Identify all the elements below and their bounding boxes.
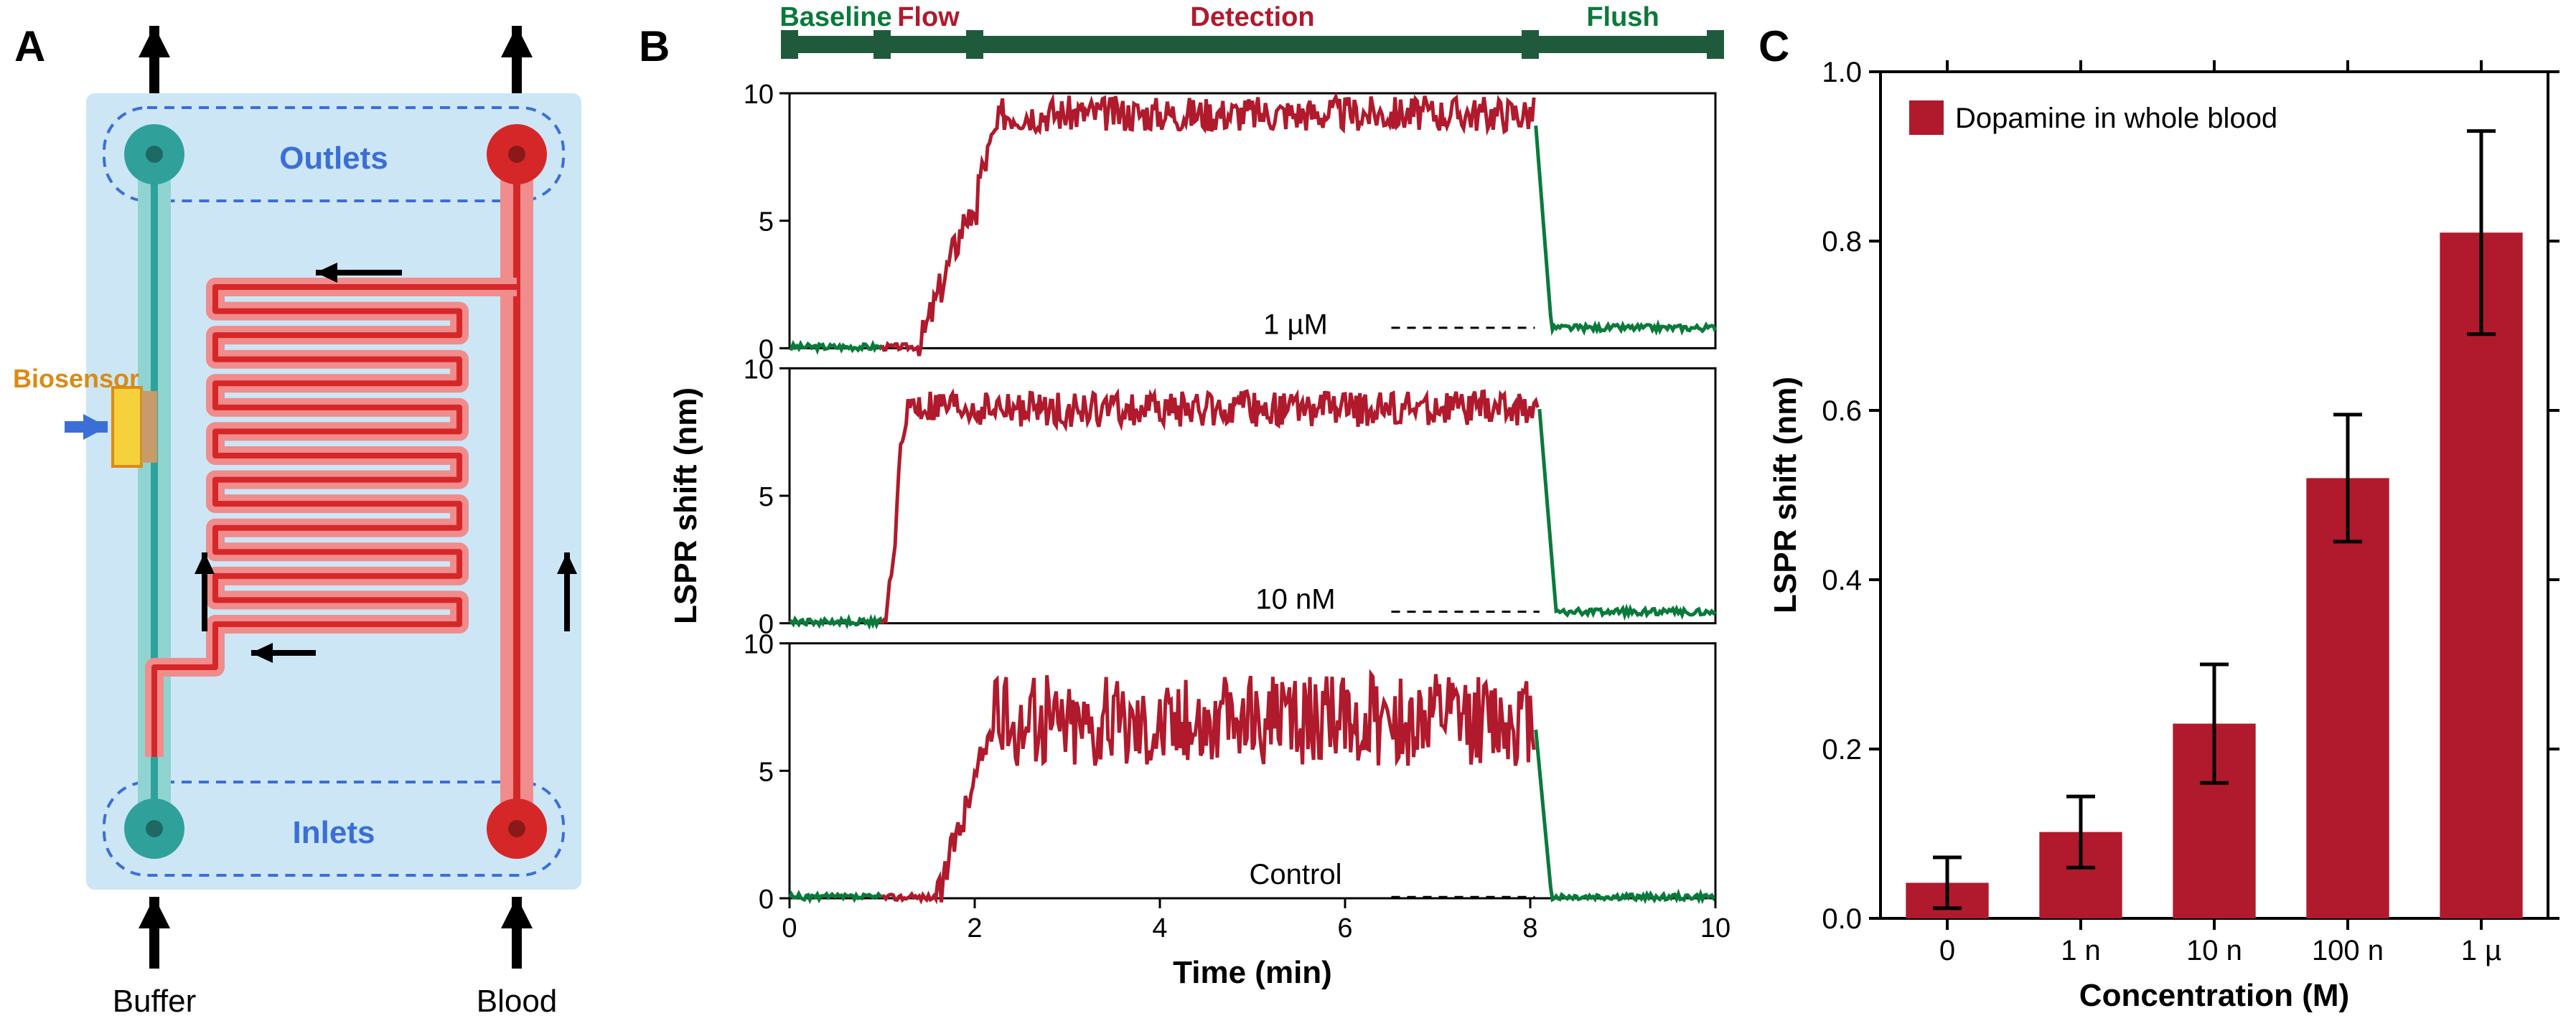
svg-text:LSPR shift (nm): LSPR shift (nm) <box>1768 377 1803 613</box>
svg-text:Flush: Flush <box>1586 2 1659 32</box>
svg-text:1 n: 1 n <box>2061 935 2101 966</box>
svg-text:Baseline: Baseline <box>779 2 891 32</box>
svg-text:5: 5 <box>759 482 774 512</box>
svg-text:1 µM: 1 µM <box>1263 309 1328 340</box>
svg-text:Time (min): Time (min) <box>1173 955 1332 990</box>
svg-text:Flow: Flow <box>897 2 960 32</box>
svg-text:0.6: 0.6 <box>1822 395 1862 427</box>
svg-text:10: 10 <box>1700 913 1730 943</box>
svg-text:10: 10 <box>744 80 774 110</box>
svg-text:Detection: Detection <box>1190 2 1314 32</box>
svg-text:10 nM: 10 nM <box>1255 584 1335 616</box>
svg-text:0: 0 <box>1939 935 1955 966</box>
svg-text:6: 6 <box>1337 913 1352 943</box>
svg-text:0: 0 <box>759 885 774 915</box>
svg-text:8: 8 <box>1522 913 1537 943</box>
panel-a-svg: Outlets Inlets Biosensor Buffer Blood <box>0 0 646 1031</box>
svg-text:2: 2 <box>967 913 982 943</box>
svg-text:0.8: 0.8 <box>1822 226 1862 258</box>
svg-text:Buffer: Buffer <box>113 984 197 1019</box>
svg-text:Control: Control <box>1250 859 1342 890</box>
svg-text:0.2: 0.2 <box>1822 734 1862 766</box>
svg-text:10: 10 <box>744 630 774 660</box>
svg-text:5: 5 <box>759 207 774 237</box>
svg-text:4: 4 <box>1152 913 1167 943</box>
svg-text:Inlets: Inlets <box>293 815 375 850</box>
panel-c-svg: 0.0 0.2 0.4 0.6 0.8 1.0 0 1 n 10 n 100 n 1 µ Concen… <box>1758 0 2576 1031</box>
svg-text:10 n: 10 n <box>2186 935 2242 966</box>
svg-text:Outlets: Outlets <box>279 141 388 176</box>
svg-text:10: 10 <box>744 354 774 385</box>
svg-text:0: 0 <box>782 913 797 943</box>
svg-text:1 µ: 1 µ <box>2461 935 2501 966</box>
svg-text:0.4: 0.4 <box>1822 565 1862 596</box>
svg-text:Concentration (M): Concentration (M) <box>2079 978 2349 1013</box>
svg-text:1.0: 1.0 <box>1822 57 1862 88</box>
svg-text:Biosensor: Biosensor <box>13 364 139 393</box>
svg-text:100 n: 100 n <box>2312 935 2384 966</box>
svg-text:Blood: Blood <box>477 984 558 1019</box>
svg-text:LSPR shift (nm): LSPR shift (nm) <box>668 387 703 624</box>
svg-text:0.0: 0.0 <box>1822 903 1862 935</box>
svg-text:Dopamine in whole blood: Dopamine in whole blood <box>1955 103 2277 134</box>
svg-text:5: 5 <box>759 757 774 787</box>
panel-b-svg: BaselineFlow Detection Flush LSPR shift (nm… <box>668 0 1744 1031</box>
